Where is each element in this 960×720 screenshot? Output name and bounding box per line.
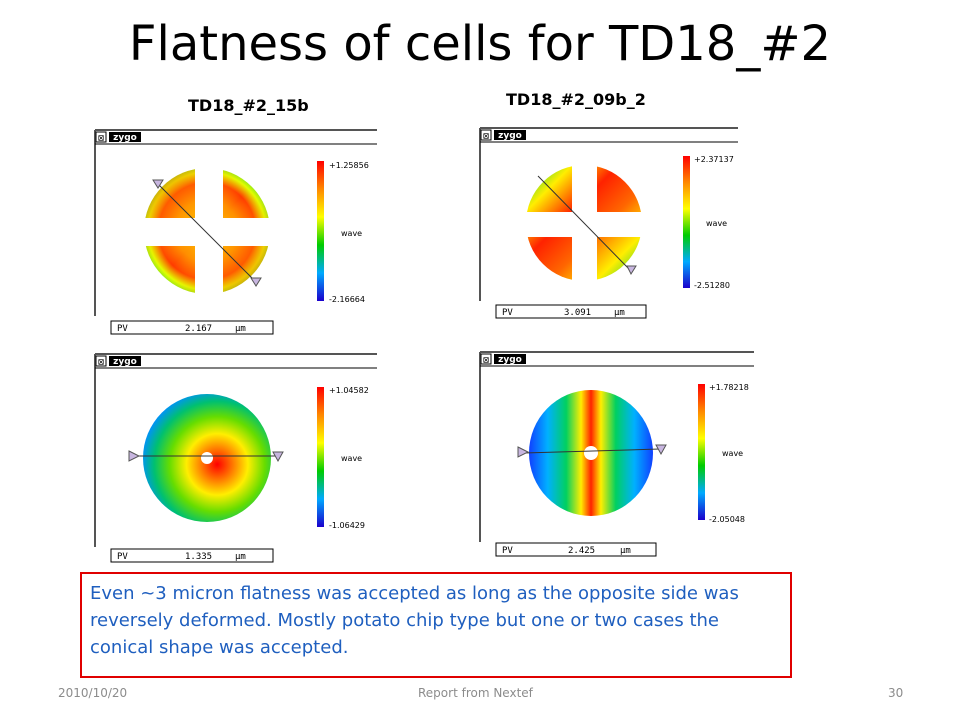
svg-text:⊠: ⊠	[483, 132, 490, 141]
pv-unit: µm	[614, 308, 625, 318]
pv-unit: µm	[235, 552, 246, 562]
zygo-logo: zygo	[498, 131, 522, 141]
scale-max: +1.78218	[709, 383, 749, 392]
scale-label: wave	[341, 229, 362, 238]
pv-value: 2.167	[185, 324, 212, 334]
pv-value: 1.335	[185, 552, 212, 562]
color-scale-bar	[317, 387, 324, 527]
color-scale-bar	[317, 161, 324, 301]
slide-title: Flatness of cells for TD18_#2	[128, 16, 832, 72]
callout-note: Even ~3 micron flatness was accepted as …	[80, 572, 792, 678]
footer-date: 2010/10/20	[58, 686, 128, 700]
svg-text:⊠: ⊠	[98, 358, 105, 367]
interferometer-panel-1: ⊠ zygo +1.25856 wave -2.16664 PV 2.167 µ…	[93, 128, 379, 340]
pv-value: 2.425	[568, 546, 595, 556]
scale-max: +2.37137	[694, 155, 734, 164]
interferometer-panel-2: ⊠ zygo +2.37137 wave -2.51280 PV 3.091 µ…	[478, 126, 740, 322]
surface-map	[141, 166, 271, 296]
zygo-logo: zygo	[498, 355, 522, 365]
column-label-right: TD18_#2_09b_2	[506, 90, 646, 109]
interferometer-panel-3: ⊠ zygo +1.04582 wave -1.06429 PV 1.335 µ…	[93, 352, 379, 566]
pv-value: 3.091	[564, 308, 591, 318]
color-scale-bar	[683, 156, 690, 288]
scale-label: wave	[341, 454, 362, 463]
scale-label: wave	[722, 449, 743, 458]
scale-min: -1.06429	[329, 521, 365, 530]
surface-map	[526, 164, 644, 282]
pv-label: PV	[502, 308, 513, 318]
surface-map	[517, 390, 667, 516]
interferometer-panel-4: ⊠ zygo +1.78218 wave -2.05048 PV 2.425 µ…	[478, 350, 756, 560]
pv-label: PV	[117, 324, 128, 334]
surface-map	[128, 394, 284, 522]
scale-max: +1.25856	[329, 161, 369, 170]
scale-min: -2.51280	[694, 281, 730, 290]
footer-page-number: 30	[888, 686, 904, 700]
pv-label: PV	[117, 552, 128, 562]
scale-max: +1.04582	[329, 386, 369, 395]
callout-note-text: Even ~3 micron flatness was accepted as …	[90, 583, 739, 658]
column-label-left: TD18_#2_15b	[188, 96, 309, 115]
svg-text:⊠: ⊠	[483, 356, 490, 365]
pv-unit: µm	[620, 546, 631, 556]
svg-text:⊠: ⊠	[98, 134, 105, 143]
color-scale-bar	[698, 384, 705, 520]
scale-min: -2.16664	[329, 295, 365, 304]
zygo-logo: zygo	[113, 357, 137, 367]
pv-unit: µm	[235, 324, 246, 334]
zygo-logo: zygo	[113, 133, 137, 143]
scale-min: -2.05048	[709, 515, 745, 524]
footer-center: Report from Nextef	[418, 686, 533, 700]
pv-label: PV	[502, 546, 513, 556]
scale-label: wave	[706, 219, 727, 228]
